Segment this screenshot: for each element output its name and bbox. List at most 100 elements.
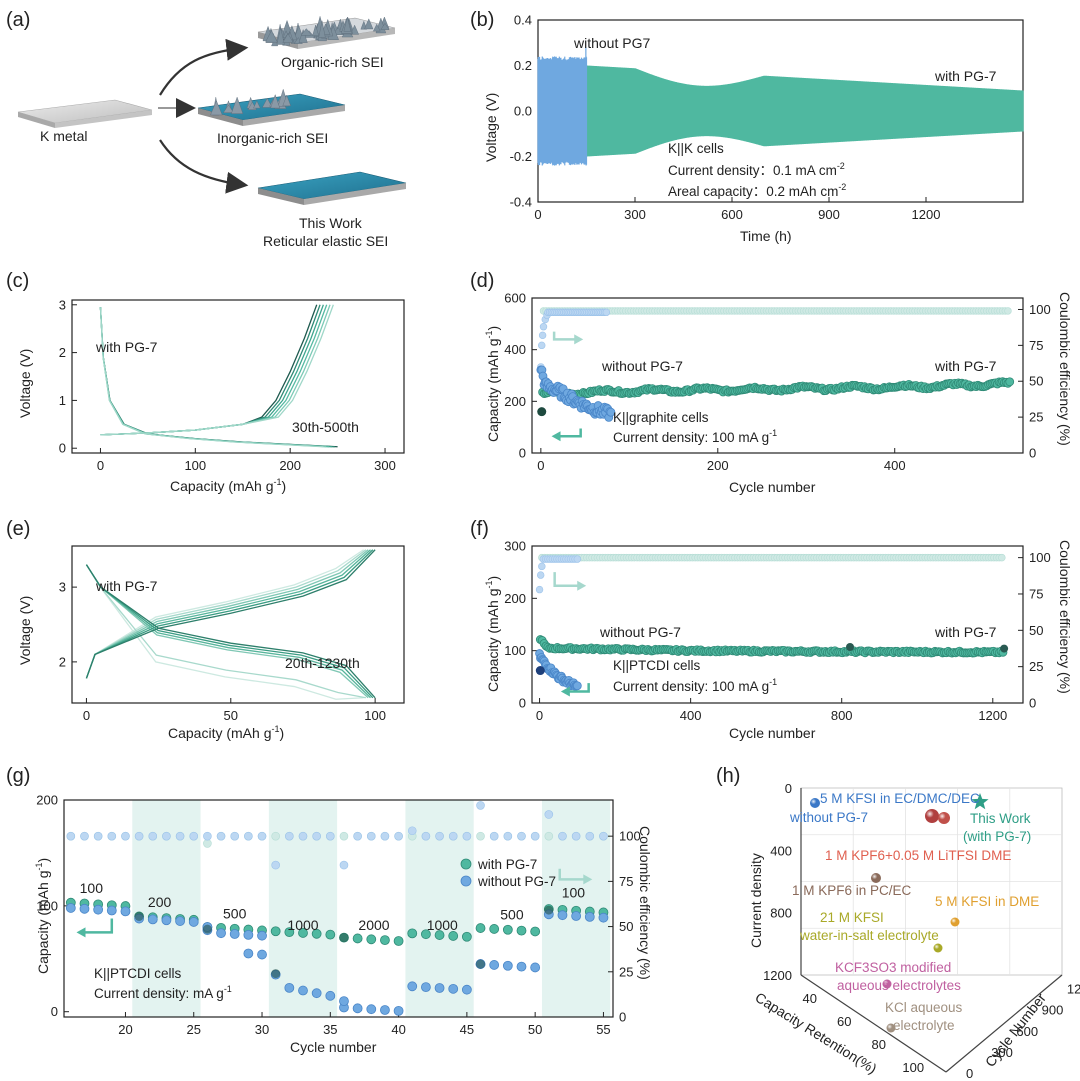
cap-without-point	[79, 903, 90, 914]
ce-without-point	[476, 801, 485, 810]
panel-h-plot: 04008001200406080100030060090012005 M KF…	[763, 781, 1080, 1081]
cap-without-point	[243, 948, 254, 959]
cap-with-point	[461, 931, 472, 942]
panel-b-label-with: with PG-7	[934, 68, 997, 84]
z-tick-label: 1200	[763, 968, 792, 983]
y-tick-label: 0.2	[514, 58, 532, 73]
x-tick-label: 40	[802, 991, 816, 1006]
cap-first-point	[476, 959, 486, 969]
cap-without-point	[93, 904, 104, 915]
x-tick-label: 200	[707, 458, 729, 473]
ce-without-point	[539, 323, 548, 331]
this-work-sei-slab	[257, 171, 407, 205]
panel-g-ann1: K||PTCDI cells	[94, 966, 182, 981]
point-label: (with PG-7)	[963, 829, 1031, 844]
y-tick-label: 1	[59, 393, 66, 408]
cap-with-point	[475, 923, 486, 933]
y2-tick-label: 25	[619, 964, 633, 979]
panel-g-y2label: Coulombic efficiency (%)	[637, 826, 653, 980]
x-axis	[800, 974, 947, 1073]
cap-without-point	[380, 1005, 390, 1015]
rate-label: 2000	[358, 917, 389, 933]
cap-first-point	[537, 407, 547, 417]
arrow-right-head	[577, 580, 587, 591]
ce-without-point	[571, 831, 581, 841]
y-tick-label: -0.4	[510, 195, 532, 210]
cap-without-point	[311, 988, 322, 999]
y-tick-label: 3	[59, 580, 66, 595]
panel-g-legend-with: with PG-7	[477, 857, 537, 872]
charge-curve	[100, 304, 334, 436]
organic-sei-slab	[257, 15, 396, 49]
rate-label: 1000	[287, 917, 318, 933]
point-label: 1 M KPF6+0.05 M LiTFSI DME	[825, 848, 1011, 863]
y2-tick-label: 100	[1029, 302, 1051, 317]
plot-frame	[63, 799, 614, 1018]
y-tick-label: -0.2	[510, 149, 532, 164]
panel-b-plot: 0 300 600 900 1200 -0.4 -0.2 0.0 0.2 0.4	[510, 13, 1024, 222]
sei-spike	[312, 24, 319, 36]
cap-without-point	[584, 911, 595, 922]
ce-without-point	[517, 831, 526, 841]
ce-without-point	[148, 831, 158, 841]
sei-spike	[231, 96, 244, 114]
x-tick-label: 100	[184, 458, 206, 473]
ce-without-point	[380, 831, 390, 841]
data-ball-highlight	[938, 812, 950, 824]
y-tick-label: 0	[519, 696, 526, 711]
panel-c-ylabel: Voltage (V)	[17, 349, 33, 418]
sei-spike	[253, 100, 261, 109]
cap-without-point	[502, 960, 513, 971]
x-tick-label: 45	[460, 1022, 474, 1037]
point-label: 21 M KFSI	[820, 910, 884, 925]
panel-f: (f) 0 400 800 1200 0 100 200 300 0 25 50 75 100 with…	[470, 518, 1073, 741]
panel-f-ylabel: Capacity (mAh g-1)	[484, 576, 501, 692]
sei-spike	[300, 28, 312, 36]
panel-e-plot: 0 50 100 2 3	[59, 545, 405, 723]
ce-with-point	[339, 831, 349, 841]
ce-without-point	[107, 831, 117, 841]
ce-without-point	[538, 341, 546, 350]
panel-b-ylabel: Voltage (V)	[483, 93, 499, 162]
sei-spike	[265, 30, 278, 43]
cap-first-point	[339, 933, 349, 943]
plot-frame	[71, 299, 405, 454]
cap-without-point	[606, 407, 616, 417]
ce-with-point	[544, 831, 554, 841]
cap-with-point	[421, 929, 431, 940]
x-tick-label: 20	[118, 1022, 132, 1037]
ce-without-point	[544, 810, 554, 819]
cap-without-point	[557, 910, 568, 921]
x-tick-label: 50	[224, 708, 238, 723]
inorganic-sei-label: Inorganic-rich SEI	[217, 130, 328, 146]
cap-with-point	[530, 926, 541, 937]
panel-e-letter: (e)	[6, 518, 30, 540]
rate-label: 200	[148, 894, 172, 910]
sei-spike	[262, 97, 273, 108]
ce-without-point	[285, 831, 294, 841]
point-label: water-in-salt electrolyte	[799, 928, 939, 943]
cap-without-point	[571, 911, 582, 921]
sei-spike	[364, 18, 374, 30]
panel-c-letter: (c)	[6, 270, 29, 292]
panel-a: (a) K metal Organic-rich SEI Inorganic-r…	[6, 9, 407, 249]
discharge-curve	[85, 564, 376, 699]
cap-without-point	[598, 912, 609, 923]
data-ball-highlight	[871, 873, 881, 883]
ce-without-point	[530, 831, 540, 841]
z-tick-label: 800	[770, 906, 792, 921]
y-tick-label: 2	[59, 654, 66, 669]
panel-d-letter: (d)	[470, 270, 494, 292]
ce-with-point	[203, 839, 212, 848]
y2-tick-label: 100	[1029, 550, 1051, 565]
arrow-right-head	[583, 874, 593, 885]
point-label: This Work	[970, 811, 1031, 826]
ce-without-point	[602, 308, 611, 317]
ce-without-point	[312, 831, 321, 841]
series-without-pg7	[537, 47, 588, 166]
panel-f-ann1: K||PTCDI cells	[613, 658, 701, 673]
charge-curve	[100, 304, 331, 436]
ce-without-point	[503, 831, 513, 841]
ce-with-point	[1004, 307, 1012, 315]
x-tick-label: 0	[97, 458, 104, 473]
